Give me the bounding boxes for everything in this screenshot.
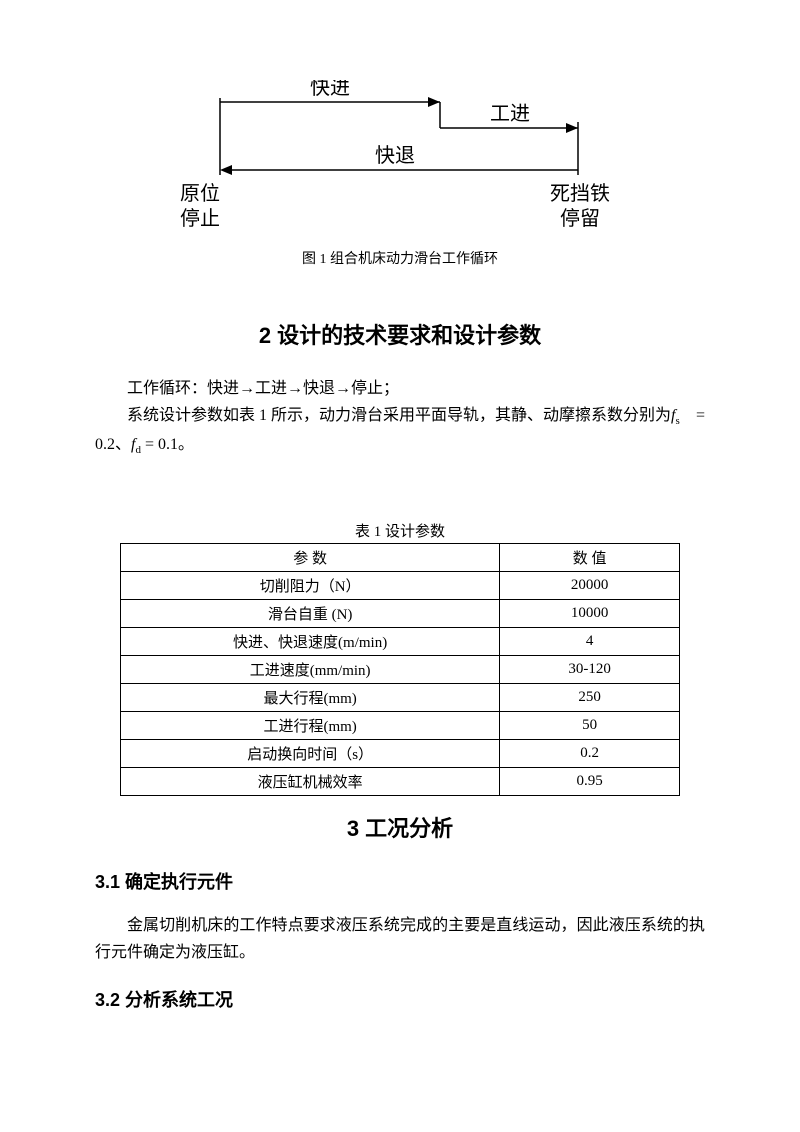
cell-param: 快进、快退速度(m/min) — [121, 627, 500, 655]
table-row: 启动换向时间（s）0.2 — [121, 739, 680, 767]
table-1-caption: 表 1 设计参数 — [95, 520, 705, 541]
section-2-para-1: 工作循环：快进→工进→快退→停止； — [95, 375, 705, 402]
cell-value: 250 — [500, 683, 680, 711]
header-value: 数 值 — [500, 543, 680, 571]
table-row: 液压缸机械效率0.95 — [121, 767, 680, 795]
section-3-2-heading: 3.2 分析系统工况 — [95, 986, 705, 1012]
label-fast-return: 快退 — [375, 144, 415, 167]
left-annot-1: 原位 — [180, 182, 220, 205]
table-row: 快进、快退速度(m/min)4 — [121, 627, 680, 655]
cell-value: 50 — [500, 711, 680, 739]
left-annot-2: 停止 — [180, 207, 220, 230]
cell-param: 切削阻力（N） — [121, 571, 500, 599]
label-fast-forward: 快进 — [310, 80, 350, 99]
right-annot-1: 死挡铁 — [550, 182, 610, 205]
section-3-heading: 3 工况分析 — [95, 811, 705, 843]
table-row: 工进行程(mm)50 — [121, 711, 680, 739]
table-row: 切削阻力（N）20000 — [121, 571, 680, 599]
label-work-feed: 工进 — [490, 102, 530, 125]
cell-param: 工进行程(mm) — [121, 711, 500, 739]
work-cycle-diagram: 快进 工进 快退 原位 停止 死挡铁 停留 图 1 组合机床动力滑台工作循环 — [160, 80, 640, 268]
section-3-1-heading: 3.1 确定执行元件 — [95, 868, 705, 894]
header-param: 参 数 — [121, 543, 500, 571]
section-2-heading: 2 设计的技术要求和设计参数 — [95, 318, 705, 350]
figure-1-caption: 图 1 组合机床动力滑台工作循环 — [160, 248, 640, 268]
cell-value: 30-120 — [500, 655, 680, 683]
section-2-para-2: 系统设计参数如表 1 所示，动力滑台采用平面导轨，其静、动摩擦系数分别为fs =… — [95, 402, 705, 460]
cell-value: 0.95 — [500, 767, 680, 795]
diagram-svg: 快进 工进 快退 原位 停止 死挡铁 停留 — [160, 80, 640, 240]
cell-param: 工进速度(mm/min) — [121, 655, 500, 683]
para2-prefix: 系统设计参数如表 1 所示，动力滑台采用平面导轨，其静、动摩擦系数分别为 — [95, 402, 671, 429]
cell-param: 液压缸机械效率 — [121, 767, 500, 795]
section-3-1-para: 金属切削机床的工作特点要求液压系统完成的主要是直线运动，因此液压系统的执行元件确… — [95, 912, 705, 966]
cell-value: 20000 — [500, 571, 680, 599]
table-row: 滑台自重 (N)10000 — [121, 599, 680, 627]
table-row: 最大行程(mm)250 — [121, 683, 680, 711]
cell-value: 4 — [500, 627, 680, 655]
design-params-table: 参 数 数 值 切削阻力（N）20000 滑台自重 (N)10000 快进、快退… — [120, 543, 680, 796]
cell-param: 滑台自重 (N) — [121, 599, 500, 627]
cell-value: 0.2 — [500, 739, 680, 767]
table-header-row: 参 数 数 值 — [121, 543, 680, 571]
cell-param: 最大行程(mm) — [121, 683, 500, 711]
para2-suffix: = 0.1。 — [141, 436, 194, 453]
table-row: 工进速度(mm/min)30-120 — [121, 655, 680, 683]
cell-value: 10000 — [500, 599, 680, 627]
cell-param: 启动换向时间（s） — [121, 739, 500, 767]
right-annot-2: 停留 — [560, 207, 600, 230]
